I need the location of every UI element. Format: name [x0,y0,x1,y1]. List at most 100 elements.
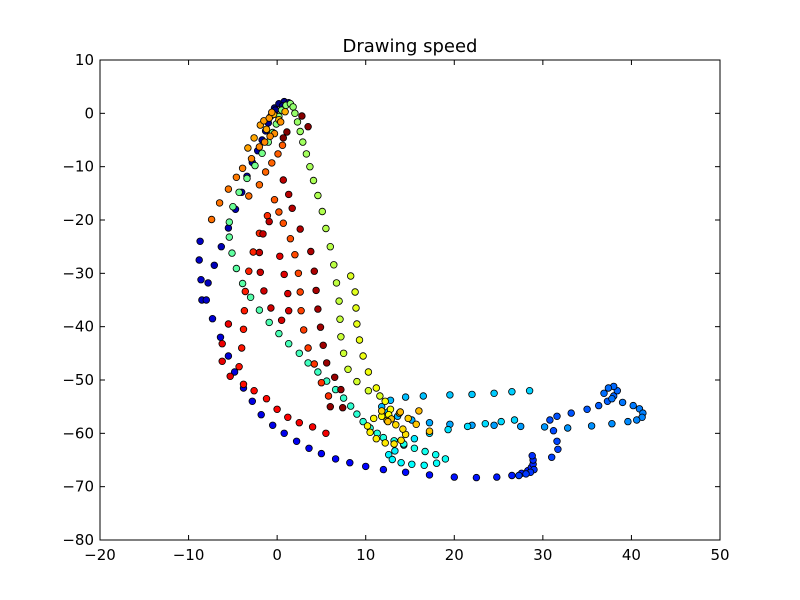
data-point [468,390,476,399]
data-point [261,138,269,146]
data-point [337,385,345,394]
data-point [347,402,355,410]
data-point [618,398,627,407]
data-point [270,195,279,204]
data-point [446,391,454,399]
data-point [232,173,241,181]
data-point [247,154,256,163]
data-point [567,409,575,417]
data-point [359,352,367,360]
data-point [490,389,498,397]
data-point [508,471,516,480]
data-point [269,421,277,429]
data-point [419,392,427,400]
chart-title: Drawing speed [343,36,478,57]
data-point [224,320,233,328]
data-point [250,134,258,142]
data-point [396,408,404,416]
x-tick-label: 10 [356,546,375,564]
data-point [289,103,297,111]
data-point [207,215,216,224]
data-point [517,422,525,431]
x-tick-label: −10 [173,546,205,564]
data-point [261,168,270,176]
data-point [255,143,264,151]
data-point [554,445,562,453]
y-tick-label: −10 [62,158,94,176]
data-point [326,242,334,251]
data-point [235,188,243,196]
data-point [314,191,322,200]
data-point [288,204,296,212]
data-point [299,138,307,146]
data-point [378,407,386,415]
data-point [265,318,273,327]
data-point [335,297,343,305]
data-point [379,465,388,474]
data-point [277,118,285,126]
data-point [310,360,318,368]
data-point [260,287,268,295]
data-point [294,269,303,277]
data-point [595,401,603,410]
data-point [262,395,271,403]
data-point [208,315,217,323]
data-point [322,224,330,233]
data-point [255,306,264,314]
data-point [397,459,405,467]
data-point [285,340,293,348]
x-tick-label: −20 [84,546,116,564]
data-point [525,387,534,395]
data-point [583,405,591,413]
data-point [210,261,218,269]
data-point [266,132,274,140]
data-point [397,436,405,444]
data-point [238,279,247,288]
data-point [296,288,304,296]
data-point [324,392,333,400]
y-tick-label: 10 [75,51,94,69]
data-point [399,425,407,433]
data-point [196,237,204,245]
data-point [285,190,293,199]
data-point [497,417,505,426]
data-point [278,141,287,149]
y-tick-label: 0 [84,104,94,122]
data-point [225,233,233,241]
data-point [425,427,434,435]
data-point [257,411,265,419]
data-point [549,427,558,435]
data-point [564,424,572,432]
data-point [553,412,561,420]
data-point [608,395,616,403]
data-point [267,304,275,312]
data-point [291,109,299,117]
data-point [322,429,330,437]
data-point [277,316,286,324]
data-point [372,384,380,392]
data-point [508,388,516,396]
data-point [441,455,450,463]
data-point [331,373,339,381]
data-point [310,267,318,275]
data-point [528,452,536,460]
data-point [548,453,556,461]
data-point [249,248,257,256]
data-point [293,118,302,126]
data-point [316,323,325,331]
data-point [279,134,287,142]
data-point [604,384,613,392]
data-point [344,365,352,373]
data-point [279,176,287,184]
data-point [522,470,530,478]
y-tick-label: −30 [62,264,94,282]
data-point [295,349,303,357]
data-point [312,286,320,295]
plot-frame [99,59,721,541]
data-point [346,459,354,467]
data-point [629,401,637,410]
data-point [363,422,372,430]
data-point [553,437,561,445]
